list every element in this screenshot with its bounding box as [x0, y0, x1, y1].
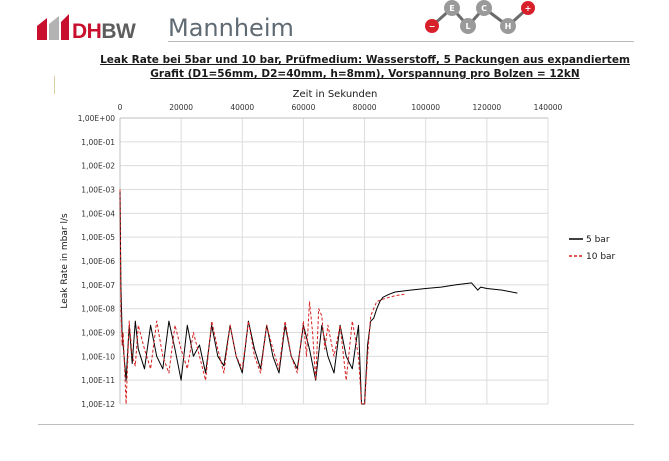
y-tick-label: 1,00E-02	[81, 162, 115, 171]
logo-text: DHBW	[72, 20, 136, 44]
header-divider	[168, 41, 634, 42]
x-tick-label: 80000	[353, 103, 377, 112]
atom-label-1: E	[449, 4, 454, 13]
y-tick-label: 1,00E-10	[81, 352, 115, 361]
atom-2	[460, 18, 476, 34]
logo-text-dh: DH	[72, 20, 102, 43]
atom-label-5: +	[525, 4, 532, 13]
x-tick-label: 140000	[534, 103, 563, 112]
y-tick-label: 1,00E-06	[81, 257, 115, 266]
site-name: Mannheim	[168, 14, 294, 42]
atom-0	[425, 19, 439, 33]
margin-mark	[54, 76, 55, 94]
atom-3	[476, 0, 492, 16]
y-tick-label: 1,00E-09	[81, 329, 115, 338]
atom-label-0: −	[429, 22, 436, 31]
x-axis-label: Zeit in Sekunden	[293, 89, 378, 100]
x-tick-label: 60000	[291, 103, 315, 112]
chart-title-line-2: Grafit (D1=56mm, D2=40mm, h=8mm), Vorspa…	[150, 68, 580, 80]
y-tick-label: 1,00E-12	[81, 400, 115, 409]
dhbw-logo-icon	[37, 14, 69, 40]
plot-area	[119, 117, 548, 404]
header: DHBW Mannheim − E L C H +	[0, 0, 669, 44]
y-axis-label: Leak Rate in mbar l/s	[60, 213, 70, 309]
elch-molecule-icon: − E L C H +	[425, 0, 535, 34]
y-tick-label: 1,00E-03	[81, 186, 115, 195]
y-tick-label: 1,00E-08	[81, 305, 115, 314]
y-tick-label: 1,00E+00	[78, 114, 115, 123]
y-tick-label: 1,00E-05	[81, 233, 115, 242]
y-tick-label: 1,00E-01	[81, 138, 115, 147]
y-axis-ticks: 1,00E+00 1,00E-01 1,00E-02 1,00E-03 1,00E-04…	[78, 114, 115, 409]
logo-text-bw: BW	[101, 20, 136, 43]
x-tick-label: 100000	[411, 103, 440, 112]
x-tick-label: 40000	[230, 103, 254, 112]
atom-label-4: H	[505, 22, 512, 31]
chart-series	[119, 189, 518, 405]
x-tick-label: 0	[118, 103, 123, 112]
chart-legend: 5 bar 10 bar	[569, 235, 616, 262]
atom-label-3: C	[481, 4, 487, 13]
x-tick-label: 120000	[473, 103, 502, 112]
atom-1	[444, 0, 460, 16]
footer-divider	[38, 424, 634, 425]
chart-grid	[119, 117, 549, 405]
atom-5	[521, 1, 535, 15]
y-tick-label: 1,00E-11	[81, 376, 115, 385]
x-tick-label: 20000	[169, 103, 193, 112]
y-tick-label: 1,00E-04	[81, 209, 115, 218]
legend-label-1: 10 bar	[586, 252, 616, 262]
chart-title-line-1: Leak Rate bei 5bar und 10 bar, Prüfmediu…	[100, 54, 630, 66]
y-tick-label: 1,00E-07	[81, 281, 115, 290]
chart-title: Leak Rate bei 5bar und 10 bar, Prüfmediu…	[60, 53, 669, 81]
atom-label-2: L	[465, 22, 470, 31]
legend-label-0: 5 bar	[586, 235, 610, 245]
series-line-1	[119, 189, 405, 405]
atom-4	[500, 18, 516, 34]
x-axis-ticks: 0 20000 40000 60000 80000 100000 120000 140000	[118, 103, 563, 112]
series-line-0	[119, 189, 518, 405]
